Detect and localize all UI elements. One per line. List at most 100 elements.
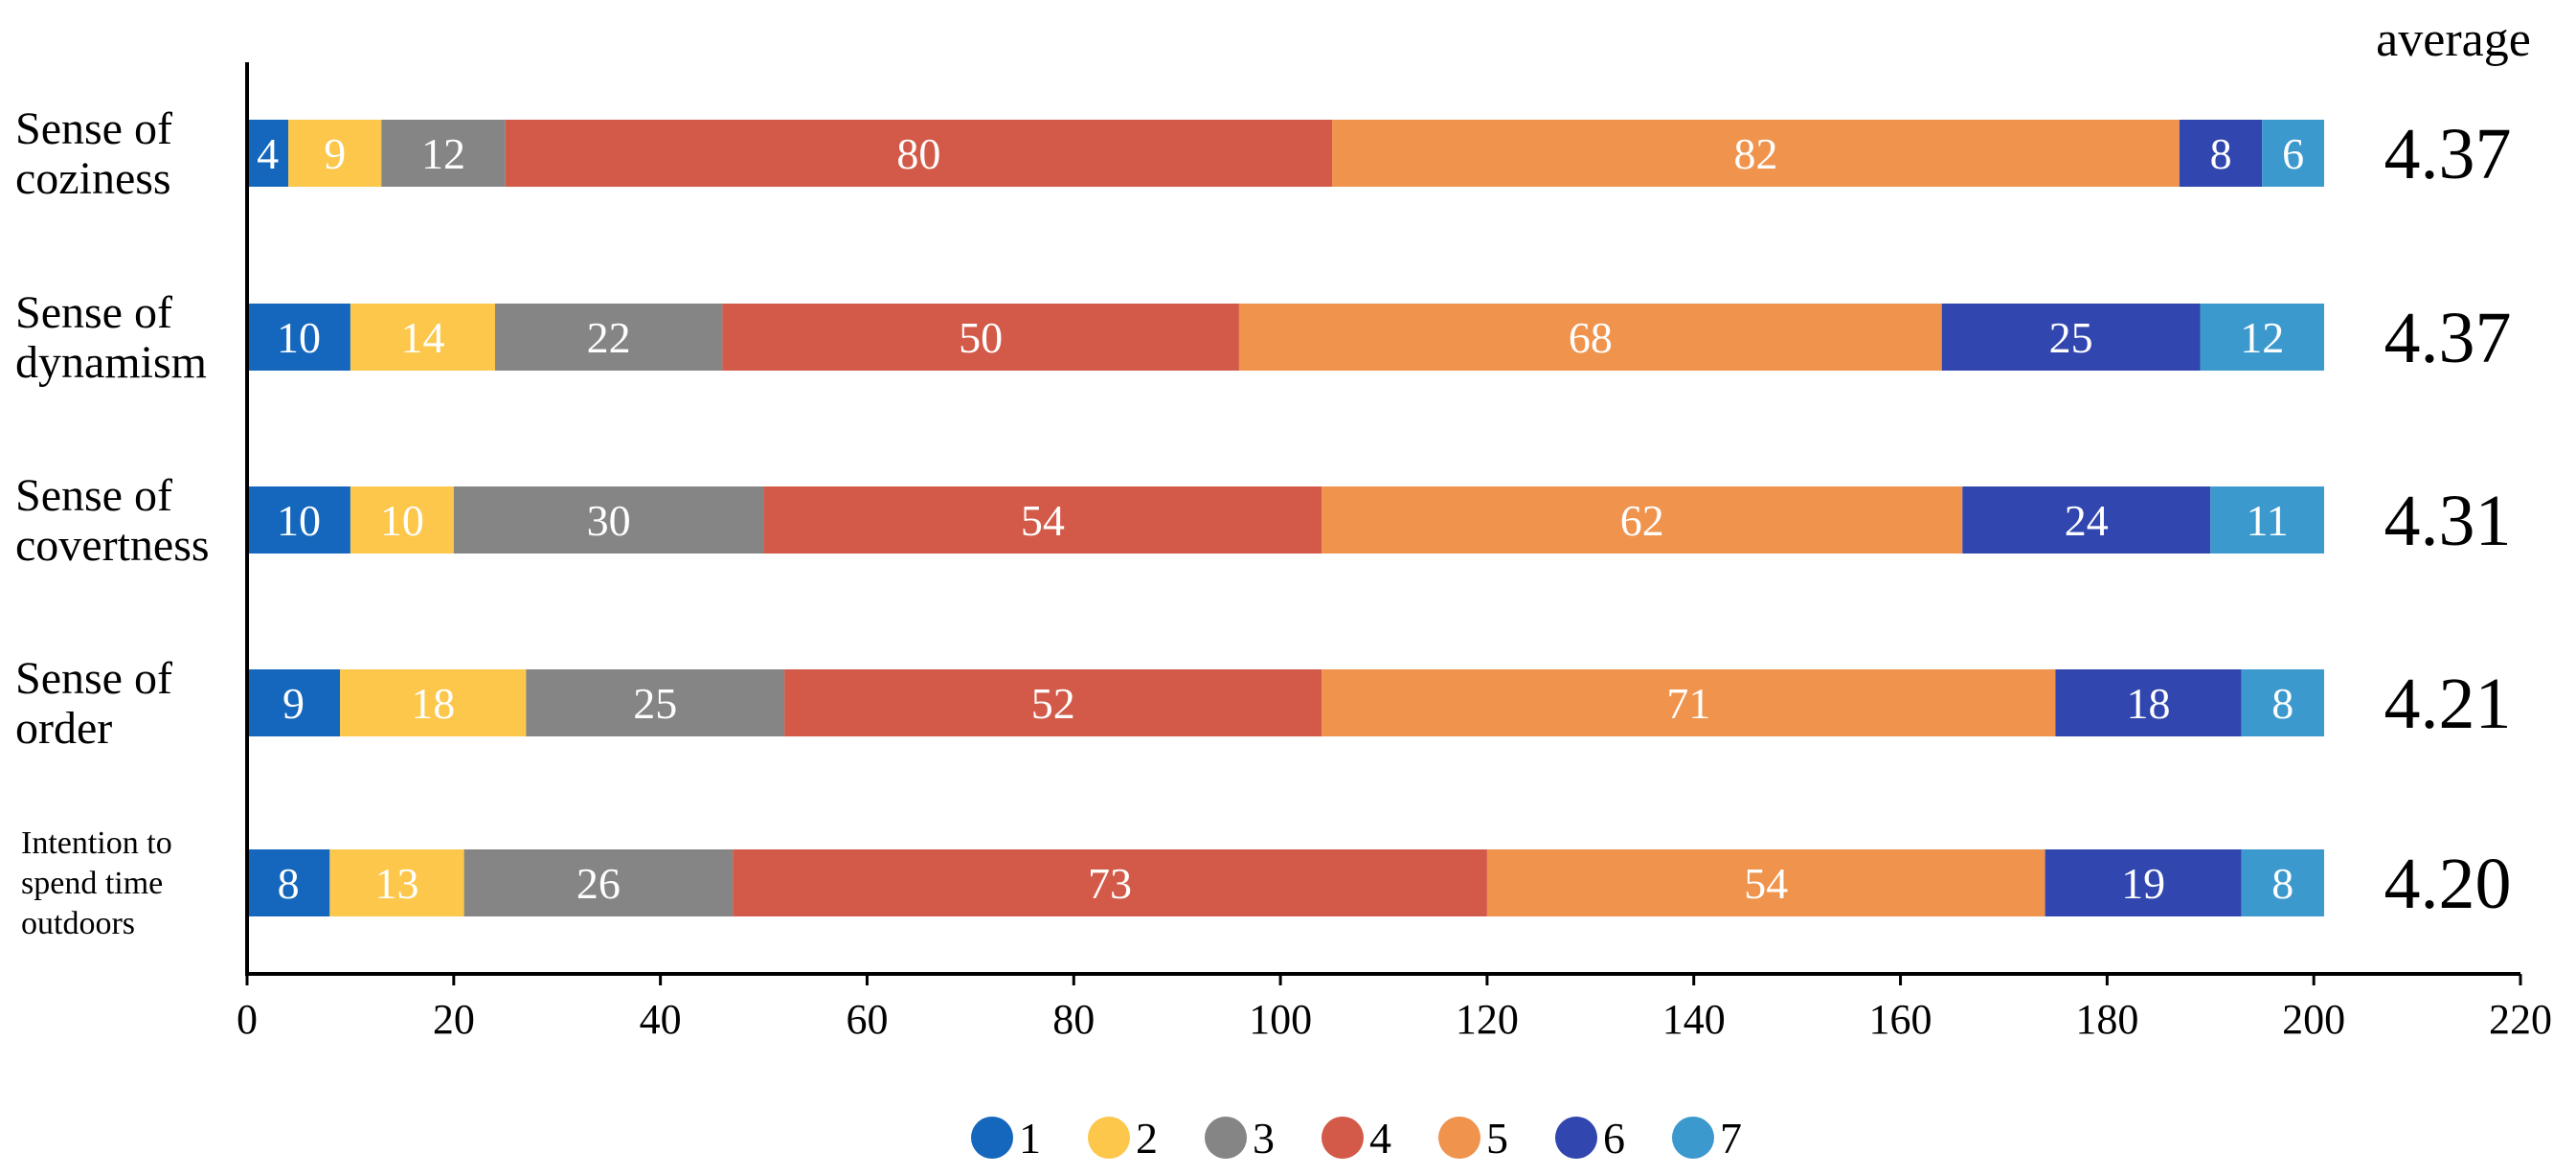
x-tick-label: 120 (1456, 996, 1519, 1043)
bar-segment-series6-row1 (2179, 120, 2263, 187)
legend-label: 7 (1720, 1114, 1742, 1163)
legend-label: 2 (1136, 1114, 1158, 1163)
data-label: 12 (421, 129, 465, 178)
data-label: 30 (587, 496, 631, 545)
x-tick-label: 160 (1869, 996, 1932, 1043)
data-label: 19 (2121, 859, 2165, 908)
x-tick-label: 20 (433, 996, 475, 1043)
data-label: 8 (278, 859, 300, 908)
average-value: 4.37 (2384, 298, 2512, 378)
legend-label: 6 (1603, 1114, 1625, 1163)
bar-segment-series7-row3 (2210, 486, 2324, 554)
x-tick-label: 180 (2075, 996, 2138, 1043)
data-label: 82 (1733, 129, 1777, 178)
bar-segment-series6-row3 (1962, 486, 2211, 554)
data-label: 14 (400, 313, 444, 362)
category-label: Sense of order (15, 653, 172, 754)
data-label: 50 (959, 313, 1003, 362)
x-tick-label: 80 (1052, 996, 1095, 1043)
data-label: 62 (1620, 496, 1664, 545)
bar-segment-series1-row5 (247, 849, 330, 916)
bar-segment-series3-row1 (381, 120, 506, 187)
bar-segment-series6-row4 (2055, 669, 2242, 736)
legend-swatch-5 (1438, 1117, 1480, 1159)
data-label: 54 (1744, 859, 1788, 908)
legend-swatch-2 (1088, 1117, 1130, 1159)
x-tick-label: 0 (237, 996, 258, 1043)
data-label: 54 (1021, 496, 1065, 545)
data-label: 8 (2210, 129, 2232, 178)
data-label: 12 (2240, 313, 2284, 362)
legend: 1 2 3 4 5 6 7 (971, 1114, 1742, 1163)
bar-segment-series7-row5 (2241, 849, 2324, 916)
data-label: 25 (2049, 313, 2093, 362)
bar-segment-series4-row3 (763, 486, 1322, 554)
category-label: Sense of dynamism (15, 287, 207, 388)
legend-label: 4 (1369, 1114, 1391, 1163)
data-label: 8 (2271, 679, 2294, 728)
legend-swatch-1 (971, 1117, 1013, 1159)
x-tick-label: 40 (640, 996, 682, 1043)
bar-segment-series7-row4 (2241, 669, 2324, 736)
x-tick-label: 140 (1662, 996, 1726, 1043)
data-label: 22 (587, 313, 631, 362)
bar-segment-series1-row4 (247, 669, 341, 736)
average-value: 4.31 (2384, 481, 2512, 561)
data-label: 18 (411, 679, 455, 728)
category-label: Sense of covertness (15, 470, 210, 571)
bar-segment-series5-row4 (1322, 669, 2056, 736)
data-label: 73 (1088, 859, 1132, 908)
average-value: 4.37 (2384, 114, 2512, 194)
bar-segment-series3-row2 (494, 304, 723, 371)
bar-segment-series4-row1 (505, 120, 1333, 187)
bar-segment-series3-row3 (453, 486, 764, 554)
bar-segment-series3-row4 (526, 669, 785, 736)
legend-label: 3 (1253, 1114, 1275, 1163)
data-label: 11 (2246, 496, 2288, 545)
bar-segment-series7-row2 (2200, 304, 2324, 371)
x-tick-label: 200 (2282, 996, 2345, 1043)
bar-segment-series6-row2 (1941, 304, 2201, 371)
averages-column: average 4.37 4.37 4.31 4.21 4.20 (2376, 12, 2531, 924)
data-label: 26 (576, 859, 621, 908)
category-label: Sense of coziness (15, 103, 172, 204)
bar-segment-series5-row1 (1332, 120, 2180, 187)
category-label: Intention to spend time outdoors (21, 825, 172, 941)
data-label: 71 (1666, 679, 1710, 728)
x-tick-label: 60 (846, 996, 888, 1043)
data-label: 10 (380, 496, 424, 545)
x-tick-label: 220 (2489, 996, 2552, 1043)
legend-label: 1 (1019, 1114, 1041, 1163)
data-label: 9 (324, 129, 346, 178)
average-value: 4.20 (2384, 844, 2512, 924)
legend-swatch-6 (1555, 1117, 1597, 1159)
bar-segment-series2-row3 (350, 486, 454, 554)
data-label: 13 (374, 859, 418, 908)
bar-segment-series5-row2 (1238, 304, 1942, 371)
data-label: 10 (277, 313, 321, 362)
data-label: 18 (2127, 679, 2171, 728)
data-label: 80 (896, 129, 940, 178)
bar-segment-series5-row3 (1322, 486, 1963, 554)
bar-segment-series3-row5 (463, 849, 734, 916)
data-label: 8 (2271, 859, 2294, 908)
data-label: 9 (282, 679, 305, 728)
legend-label: 5 (1486, 1114, 1508, 1163)
data-label: 52 (1031, 679, 1075, 728)
bar-segment-series1-row1 (247, 120, 289, 187)
bar-segment-series2-row1 (288, 120, 382, 187)
bar-segment-series4-row4 (784, 669, 1322, 736)
data-label: 10 (277, 496, 321, 545)
bar-segment-series1-row3 (247, 486, 350, 554)
bar-segment-series2-row4 (340, 669, 527, 736)
bar-segment-series6-row5 (2045, 849, 2242, 916)
category-labels: Sense of coziness Sense of dynamism Sense of… (15, 103, 210, 941)
bar-segment-series5-row5 (1486, 849, 2045, 916)
legend-swatch-7 (1672, 1117, 1714, 1159)
axes-layer: 0 20 40 60 80 100 120 140 160 180 200 220 (237, 62, 2552, 1043)
bar-segment-series4-row2 (722, 304, 1239, 371)
average-header: average (2376, 12, 2531, 67)
legend-swatch-4 (1322, 1117, 1364, 1159)
data-label: 4 (257, 129, 279, 178)
